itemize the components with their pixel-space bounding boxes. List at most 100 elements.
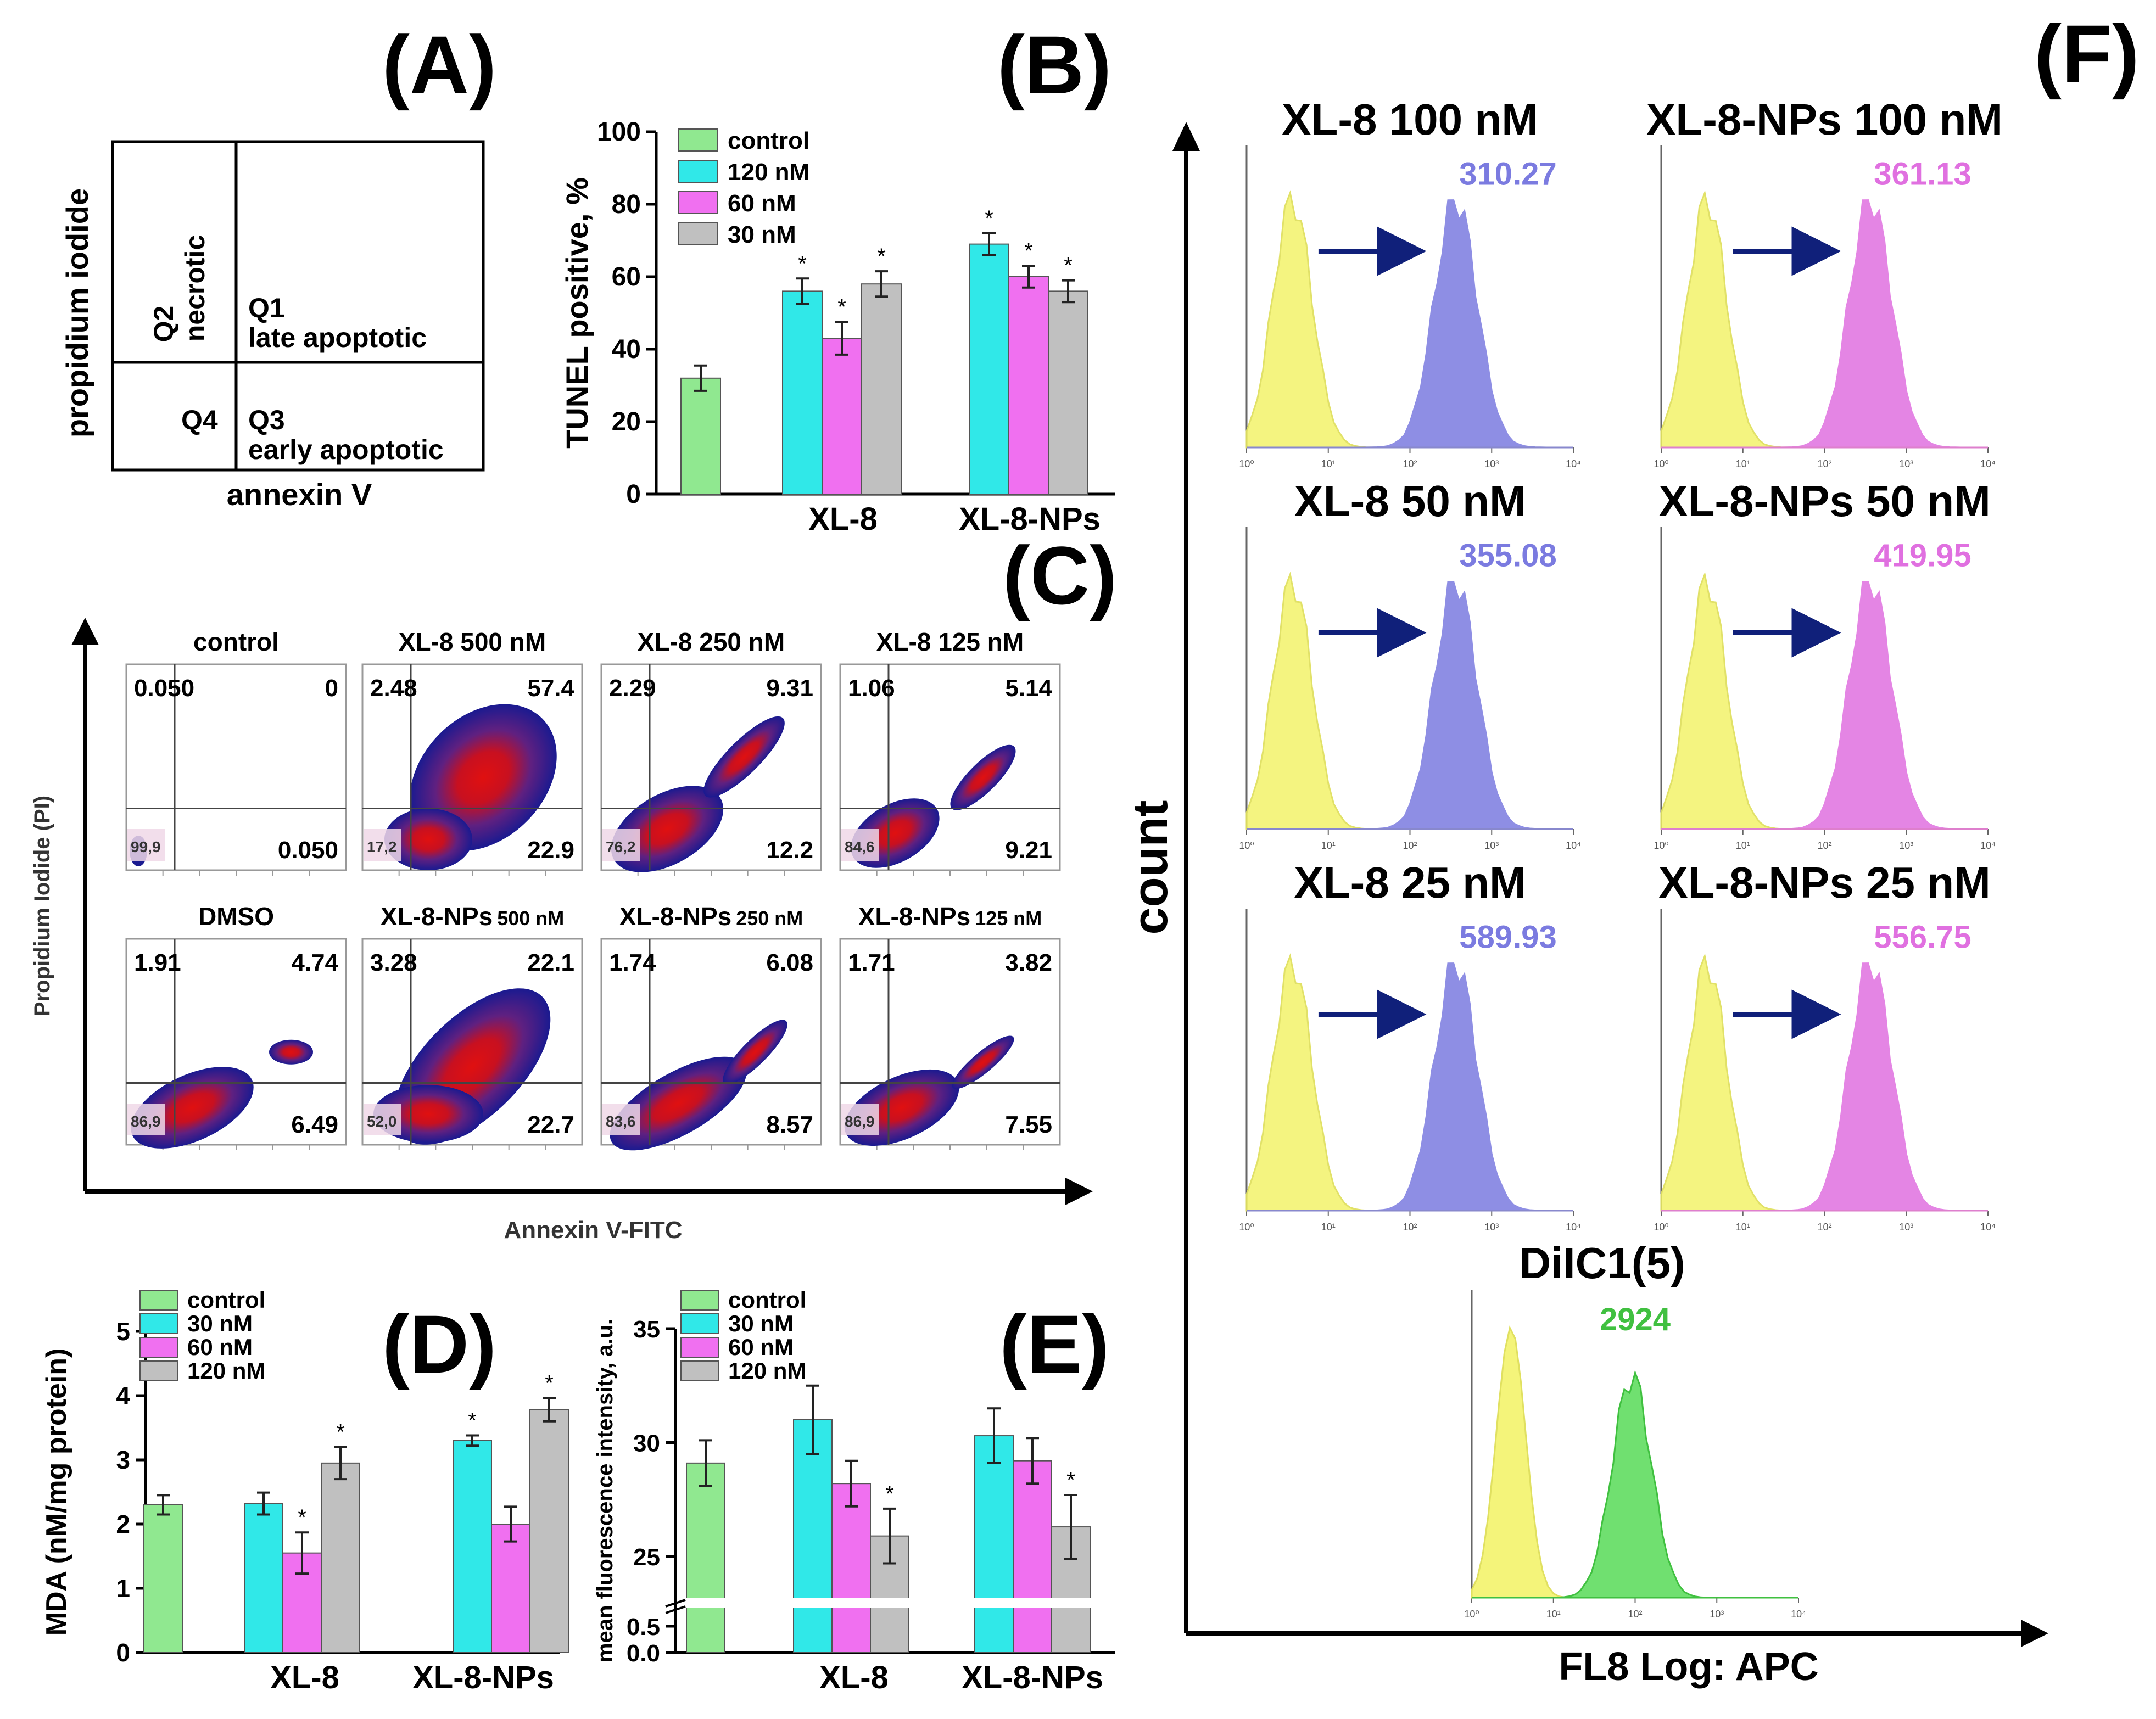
significance-star: * [1024,239,1033,263]
histogram: XL-8-NPs 50 nM 10⁰ 10¹ 10² 10³ 10⁴ 419.95 [1654,477,1996,851]
quadrant-value-bl: 99,9 [131,838,161,855]
panel-f-histograms: XL-8 100 nM 10⁰ 10¹ 10² 10³ 10⁴ 310.27 XL-8-NPs… [1239,95,2003,1620]
sample-histogram [1247,199,1573,449]
hist-tick-label: 10² [1403,840,1417,851]
group-label: XL-8 [270,1660,339,1695]
panel-d-chart: (D) 0 1 2 3 4 5 MDA (nM/mg protein) * * * * XL-8 XL-… [41,1287,569,1695]
bar [1013,1460,1052,1653]
control-histogram-value: 2924 [1600,1302,1671,1337]
control-histogram [1660,953,1988,1212]
histogram-title: XL-8 25 nM [1294,858,1526,907]
dot-plot: control 0.050 0 0.050 99,9 [125,628,347,876]
dot-plot-title: XL-8 250 nM [638,628,785,656]
hist-tick-label: 10⁴ [1791,1609,1806,1620]
dot-plot-title: XL-8-NPs 500 nM [381,902,565,931]
dot-plot-title: XL-8 500 nM [399,628,546,656]
q3-name: early apoptotic [248,434,444,465]
significance-star: * [885,1482,894,1506]
legend-swatch [680,1360,719,1381]
significance-star: * [545,1371,554,1396]
legend-label: 30 nM [728,1311,794,1336]
hist-tick-label: 10⁴ [1566,1222,1581,1233]
y-tick-label: 20 [612,407,641,436]
dot-plot-title: XL-8-NPs 250 nM [619,902,803,931]
panel-a-y-label: propidium iodide [60,188,94,438]
histogram: XL-8 100 nM 10⁰ 10¹ 10² 10³ 10⁴ 310.27 [1239,95,1581,469]
dot-plot: XL-8 250 nM 2.29 9.31 12.2 76,2 [600,628,822,876]
quadrant-value-bl: 76,2 [606,838,636,855]
legend-label: 120 nM [728,1358,806,1384]
hist-tick-label: 10² [1628,1609,1642,1620]
hist-tick-label: 10¹ [1736,1222,1750,1233]
dot-plot-title-main: XL-8-NPs [858,902,970,931]
dot-cloud [384,808,472,870]
histogram-title: XL-8-NPs 50 nM [1658,477,1991,525]
y-tick-label: 25 [633,1544,660,1571]
legend-swatch [680,1313,719,1334]
y-tick-label: 80 [612,190,641,219]
bar [321,1462,360,1654]
histogram-value: 556.75 [1874,920,1971,955]
dot-cloud [269,1039,313,1065]
legend-label: 60 nM [728,1334,794,1360]
dot-plot-title-suffix: 250 nM [736,907,803,930]
axis-break-mark [665,1605,686,1614]
hist-tick-label: 10⁴ [1980,840,1996,851]
panel-e-letter: (E) [999,1298,1109,1390]
y-tick-label: 3 [116,1446,130,1474]
legend-swatch [678,222,718,245]
quadrant-value-bl-bg [602,829,640,861]
bar [969,243,1009,495]
legend-label: 30 nM [728,221,796,248]
dot-cloud [703,716,785,798]
quadrant-value-tr: 22.1 [527,949,574,976]
group-label: XL-8 [808,501,878,537]
dot-plot-title-main: XL-8 250 nM [638,628,785,656]
histogram: XL-8 50 nM 10⁰ 10¹ 10² 10³ 10⁴ 355.08 [1239,477,1581,851]
hist-tick-label: 10³ [1484,840,1499,851]
y-tick-label: 5 [116,1317,130,1346]
quadrant-value-br: 8.57 [766,1111,813,1138]
dot-plot-title-main: DMSO [198,902,274,931]
significance-star: * [798,251,807,276]
panel-f-y-label: count [1123,800,1178,935]
panel-b-letter: (B) [997,19,1111,111]
hist-tick-label: 10³ [1899,840,1913,851]
bar [680,377,721,495]
dot-cloud [610,1056,747,1151]
histogram-title: XL-8 100 nM [1282,95,1538,144]
legend-swatch [139,1337,178,1358]
quadrant-value-tl: 0.050 [134,675,194,702]
dot-plot: XL-8 500 nM 2.48 57.4 22.9 17,2 [361,628,583,876]
dot-plot: XL-8 125 nM 1.06 5.14 9.21 84,6 [839,628,1061,876]
bar [529,1409,569,1653]
significance-star: * [336,1420,345,1444]
axis-break [677,1598,1116,1608]
dot-plot: DMSO 1.91 4.74 6.49 86,9 [125,902,347,1150]
quadrant-value-tr: 5.14 [1005,675,1052,702]
hist-tick-label: 10³ [1710,1609,1724,1620]
panel-d-y-label: MDA (nM/mg protein) [41,1348,72,1636]
control-histogram-plot: DiIC1(5) 10⁰ 10¹ 10² 10³ 10⁴ 2924 [1464,1239,1806,1620]
control-histogram-title: DiIC1(5) [1519,1239,1685,1287]
significance-star: * [468,1409,477,1433]
bar [686,1462,725,1654]
y-tick-label: 30 [633,1430,660,1457]
histogram-value: 361.13 [1874,156,1971,192]
quadrant-value-bl: 84,6 [845,838,875,855]
control-histogram [1660,572,1988,830]
dot-plot-title-main: control [193,628,279,656]
quadrant-value-bl: 52,0 [367,1113,397,1130]
quadrant-value-tr: 0 [325,675,338,702]
panel-c-y-label: Propidium Iodide (PI) [30,796,54,1016]
hist-tick-label: 10¹ [1321,1222,1336,1233]
control-histogram [1245,190,1573,449]
bar [831,1483,871,1653]
legend-label: 120 nM [187,1358,265,1384]
legend-label: 60 nM [728,190,796,217]
sample-histogram [1661,199,1988,449]
control-histogram [1660,190,1988,449]
